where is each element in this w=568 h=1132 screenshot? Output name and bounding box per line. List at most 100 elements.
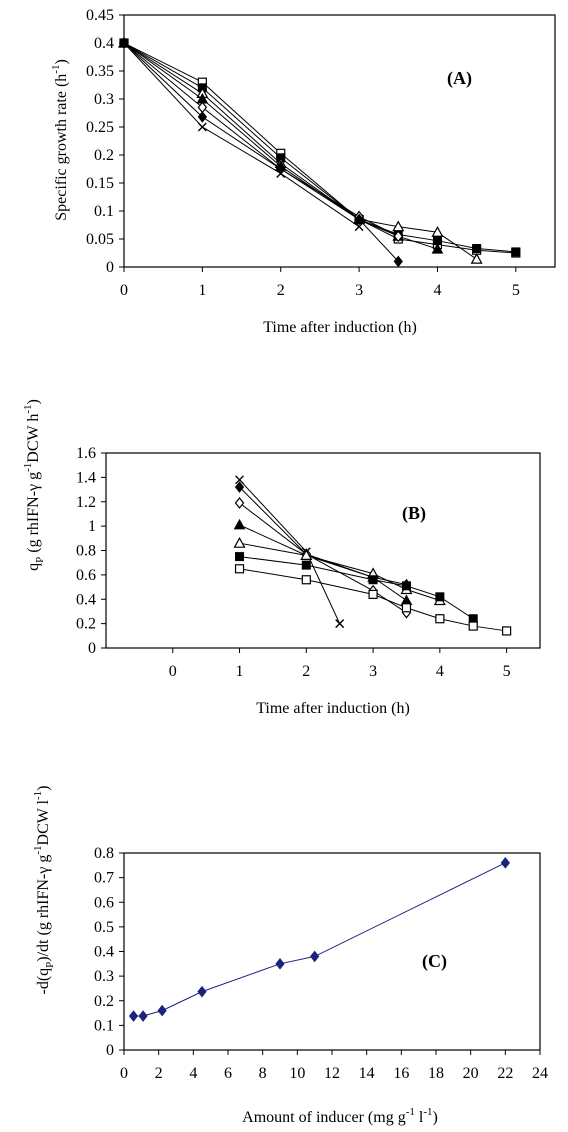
panel-label-b: (B)	[402, 503, 426, 524]
series-line-b-3	[239, 524, 407, 601]
y-axis-label-b-mid: (g rhIFN-γ g	[25, 472, 42, 557]
y-tick-label-a: 0.2	[94, 147, 114, 164]
data-point-b-3	[400, 594, 413, 605]
data-point-b-6	[301, 575, 311, 585]
y-tick-label-a: 0.25	[86, 119, 114, 136]
data-point-a-4	[393, 230, 404, 243]
series-line-b-1	[239, 486, 407, 586]
data-point-b-3	[233, 518, 246, 530]
y-tick-label-c: 0.4	[94, 944, 114, 961]
x-tick-label-b: 4	[436, 663, 444, 680]
series-line-a-1	[123, 42, 516, 253]
chart-a: (A) Time after induction (h) Specific gr…	[50, 7, 556, 336]
x-tick-label-c: 24	[532, 1065, 548, 1082]
x-tick-label-c: 4	[189, 1065, 197, 1082]
x-axis-label-b: Time after induction (h)	[256, 700, 410, 717]
data-point-b-4	[300, 549, 313, 560]
x-tick-label-c: 10	[289, 1065, 305, 1082]
x-tick-label-a: 1	[198, 282, 206, 299]
data-point-b-2	[234, 497, 245, 509]
x-tick-label-a: 4	[433, 282, 441, 299]
x-tick-label-c: 6	[224, 1065, 232, 1082]
data-point-b-5	[235, 552, 245, 562]
data-point-a-6	[197, 122, 207, 132]
y-tick-label-c: 0.5	[94, 919, 114, 936]
y-tick-label-c: 0.1	[94, 1017, 114, 1034]
y-axis-label-c-close: )	[35, 786, 52, 791]
data-point-b-0	[335, 619, 345, 629]
y-axis-label-b-sub: P	[34, 557, 46, 563]
x-axis-label-a: Time after induction (h)	[263, 319, 417, 336]
series-line-b-2	[239, 502, 407, 614]
y-axis-label-b: qP (g rhIFN-γ g-1DCW h-1)	[22, 399, 46, 571]
y-tick-label-a: 0.05	[86, 231, 114, 248]
x-axis-label-c-sup2: -1	[423, 1106, 432, 1118]
data-point-b-6	[435, 614, 445, 624]
panel-label-a: (A)	[447, 68, 472, 89]
y-axis-label-c-sub: P	[44, 962, 56, 968]
y-tick-label-b: 0.6	[76, 567, 96, 584]
series-line-c-0	[133, 862, 506, 1017]
y-tick-label-a: 0	[106, 259, 114, 276]
data-point-b-6	[368, 589, 378, 599]
series-line-a-2	[123, 42, 477, 260]
y-tick-label-a: 0.1	[94, 203, 114, 220]
y-tick-label-c: 0.2	[94, 993, 114, 1010]
y-axis-label-c-main: -d(q	[35, 968, 52, 995]
series-line-a-0	[123, 42, 516, 254]
data-point-a-6	[276, 168, 286, 178]
x-tick-label-c: 12	[324, 1065, 340, 1082]
y-axis-label-b-main: q	[25, 563, 42, 571]
y-axis-label-c: -d(qP)/dt (g rhIFN-γ g-1DCW l-1)	[32, 786, 56, 995]
x-axis-label-c-end: )	[433, 1109, 438, 1126]
x-tick-label-c: 0	[120, 1065, 128, 1082]
data-point-b-1	[234, 481, 245, 493]
data-point-b-5	[301, 560, 311, 570]
y-tick-label-c: 0.7	[94, 870, 114, 887]
x-tick-label-a: 2	[277, 282, 285, 299]
y-tick-label-a: 0.35	[86, 63, 114, 80]
data-point-c-0	[197, 985, 207, 998]
y-tick-label-c: 0.8	[94, 845, 114, 862]
y-tick-label-c: 0	[106, 1042, 114, 1059]
x-tick-label-c: 22	[497, 1065, 513, 1082]
y-tick-label-a: 0.45	[86, 7, 114, 24]
data-point-b-5	[401, 581, 411, 591]
y-axis-label-a-main: Specific growth rate (h	[53, 74, 70, 221]
y-tick-label-b: 1	[88, 518, 96, 535]
y-tick-label-c: 0.3	[94, 968, 114, 985]
data-point-a-2	[431, 226, 444, 237]
data-point-c-0	[275, 958, 285, 970]
data-point-a-5	[197, 111, 208, 123]
data-point-a-4	[197, 101, 208, 114]
y-tick-label-b: 0.2	[76, 616, 96, 633]
x-axis-label-c-sup: -1	[406, 1106, 415, 1118]
data-point-a-1	[511, 247, 521, 257]
x-tick-label-c: 8	[259, 1065, 267, 1082]
data-point-b-6	[234, 564, 245, 574]
data-point-a-3	[431, 243, 444, 254]
x-tick-label-b: 5	[503, 663, 511, 680]
y-tick-label-a: 0.4	[94, 35, 114, 52]
data-point-a-6	[354, 222, 364, 232]
x-tick-label-c: 20	[463, 1065, 479, 1082]
x-tick-label-a: 3	[355, 282, 363, 299]
series-line-b-5	[239, 556, 474, 620]
x-axis-label-c: Amount of inducer (mg g-1 l-1)	[242, 1106, 438, 1126]
data-point-b-4	[233, 536, 246, 548]
x-tick-label-b: 0	[169, 663, 177, 680]
y-axis-label-c-mid: )/dt (g rhIFN-γ g	[35, 855, 52, 962]
y-axis-label-c-sup: -1	[32, 845, 44, 854]
x-tick-label-b: 3	[369, 663, 377, 680]
x-tick-label-c: 16	[393, 1065, 409, 1082]
data-point-b-5	[435, 592, 445, 602]
data-point-a-2	[470, 252, 483, 264]
data-point-b-6	[401, 603, 412, 613]
y-axis-label-b-end: DCW h	[25, 414, 42, 463]
y-axis-label-c-sup2: -1	[32, 791, 44, 800]
y-axis-label-b-close: )	[25, 399, 42, 404]
data-point-a-6	[119, 38, 129, 48]
x-tick-label-c: 18	[428, 1065, 444, 1082]
x-tick-label-c: 14	[359, 1065, 375, 1082]
y-tick-label-a: 0.15	[86, 175, 114, 192]
